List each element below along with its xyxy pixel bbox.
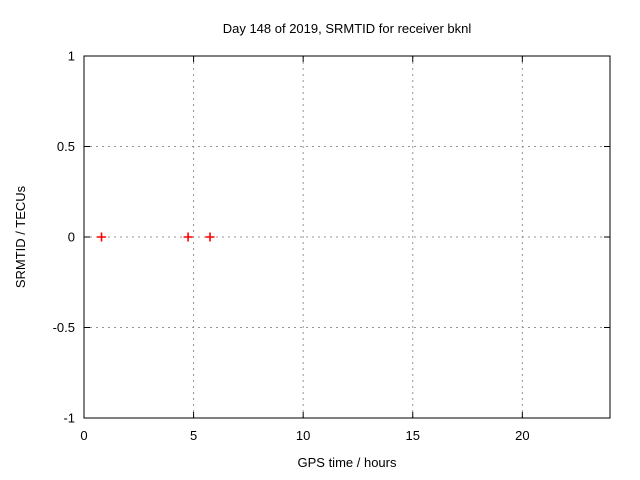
y-tick-label: -0.5: [53, 320, 75, 335]
x-tick-label: 0: [80, 428, 87, 443]
x-tick-label: 5: [190, 428, 197, 443]
data-point-marker: [97, 232, 107, 242]
y-tick-label: 0.5: [57, 139, 75, 154]
x-axis-label: GPS time / hours: [297, 455, 397, 470]
x-tick-label: 10: [296, 428, 310, 443]
y-tick-label: 1: [68, 49, 75, 64]
data-point-marker: [205, 232, 215, 242]
chart-title: Day 148 of 2019, SRMTID for receiver bkn…: [222, 21, 472, 36]
x-tick-label: 15: [406, 428, 420, 443]
plot-border: [83, 55, 611, 419]
y-tick-label: -1: [63, 411, 75, 426]
data-point-marker: [183, 232, 193, 242]
y-tick-label: 0: [68, 230, 75, 245]
x-tick-label: 20: [515, 428, 529, 443]
